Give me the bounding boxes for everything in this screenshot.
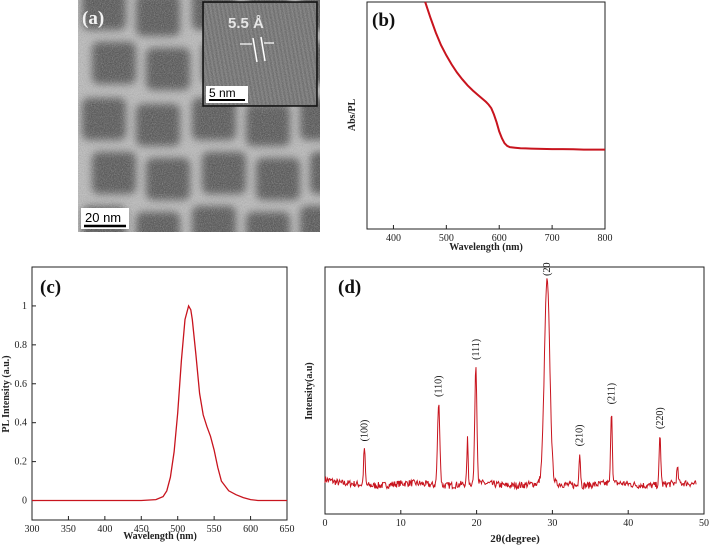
tem-micrograph: 5.5 Å 5 nm 20 nm (a) [78,0,354,254]
panel-label-c: (c) [40,277,61,298]
inset-scale-bar-label: 5 nm [209,86,236,100]
lattice-spacing-label: 5.5 Å [228,15,264,32]
pl-series-line [32,304,287,502]
y-tick-label: 0 [22,496,27,507]
y-tick-label: 0.4 [15,418,28,429]
peak-label: (210) [575,425,586,447]
peak-label: (110) [434,376,445,397]
main-scale-bar-label: 20 nm [85,210,121,225]
panel-d: 0 10 20 30 40 50 (100) (110) (111) (200) (210) (21… [300,254,709,547]
x-tick-label: 30 [547,518,557,529]
y-tick-label: 0.6 [15,379,28,390]
x-tick-label: 800 [598,233,613,244]
x-tick-label: 500 [439,233,454,244]
peak-label: (220) [655,407,666,429]
x-tick-label: 20 [472,518,482,529]
x-tick-label: 40 [623,518,633,529]
x-tick-label: 300 [25,524,40,535]
x-tick-label: 400 [386,233,401,244]
panel-label-b: (b) [372,10,395,31]
x-tick-label: 350 [61,524,76,535]
y-axis-label: Abs/PL [347,99,358,132]
x-axis-label: Wavelength (nm) [123,531,197,542]
x-tick-label: 650 [280,524,295,535]
absorbance-series-line [424,1,605,151]
absorbance-chart: 400 500 600 700 800 (b) Wavelength (nm) Abs/… [347,1,613,253]
panel-a: 5.5 Å 5 nm 20 nm (a) [78,0,354,254]
plot-frame [324,266,705,515]
panel-label-d: (d) [338,277,361,298]
y-tick-label: 1 [22,301,27,312]
x-tick-label: 10 [396,518,406,529]
peak-label: (100) [359,420,370,442]
main-scale-bar: 20 nm [81,208,129,229]
peak-label: (211) [607,383,618,404]
x-tick-label: 700 [545,233,560,244]
x-tick-label: 50 [699,518,709,529]
panel-b: 400 500 600 700 800 (b) Wavelength (nm) Abs/… [345,0,625,256]
panel-label-a: (a) [82,8,104,29]
y-axis-label: Intensity(a.u) [304,362,315,420]
x-tick-label: 500 [170,524,185,535]
pl-spectrum-chart: 300 350 400 450 500 550 600 650 0 0.2 0.4 0.6 0.8 1 (… [1,266,295,542]
x-axis-label: 2θ(degree) [490,533,540,545]
peak-label: (111) [471,339,482,360]
x-tick-label: 600 [243,524,258,535]
y-tick-label: 0.2 [15,457,28,468]
x-tick-label: 600 [492,233,507,244]
hrtem-inset: 5.5 Å 5 nm [202,1,318,107]
panel-c: 300 350 400 450 500 550 600 650 0 0.2 0.4 0.6 0.8 1 (… [0,262,300,542]
y-axis-label: PL Intensity (a.u.) [1,355,12,432]
xrd-pattern-chart: 0 10 20 30 40 50 (100) (110) (111) (200) (210) (21… [304,254,709,545]
x-tick-label: 450 [134,524,149,535]
plot-frame [31,266,288,521]
plot-frame [366,1,606,230]
x-tick-label: 550 [207,524,222,535]
xrd-series-line [324,278,697,491]
x-tick-label: 0 [323,518,328,529]
x-tick-label: 400 [97,524,112,535]
x-axis-label: Wavelength (nm) [449,242,523,253]
y-tick-label: 0.8 [15,340,28,351]
peak-label: (200) [542,262,553,276]
